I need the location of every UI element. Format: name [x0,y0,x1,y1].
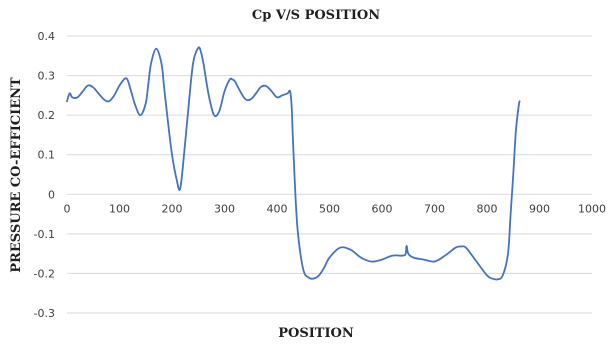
x-tick-label: 900 [529,202,550,215]
cp-series-line [66,46,521,281]
y-tick-label: 0.3 [38,70,56,83]
y-axis-title: PRESSURE CO-EFFICIENT [9,77,24,273]
x-axis-title: POSITION [278,326,354,341]
y-tick-label: -0.3 [34,307,55,320]
y-tick-label: 0.4 [38,30,56,43]
x-tick-label: 600 [372,202,393,215]
x-tick-label: 700 [424,202,445,215]
y-tick-label: 0 [48,188,55,201]
x-tick-label: 100 [109,202,130,215]
y-tick-label: 0.1 [38,149,56,162]
y-tick-label: -0.1 [34,228,55,241]
y-tick-label: 0.2 [38,109,56,122]
x-tick-label: 400 [267,202,288,215]
x-tick-label: 800 [477,202,498,215]
x-axis-ticks: 0 100 200 300 400 500 600 700 800 900 1000 [64,202,607,215]
x-tick-label: 1000 [578,202,606,215]
x-tick-label: 200 [162,202,183,215]
x-tick-label: 0 [64,202,71,215]
y-tick-label: -0.2 [34,267,55,280]
x-tick-label: 500 [319,202,340,215]
x-tick-label: 300 [214,202,235,215]
y-axis-ticks: -0.3 -0.2 -0.1 0 0.1 0.2 0.3 0.4 [34,30,55,320]
chart-title: Cp V/S POSITION [252,8,380,23]
gridlines [67,35,592,314]
